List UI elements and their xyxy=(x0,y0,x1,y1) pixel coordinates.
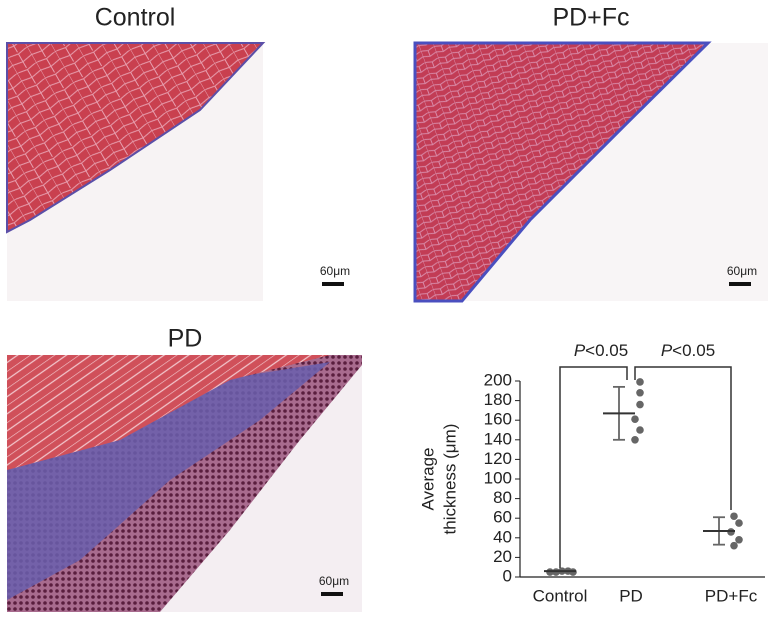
tissue xyxy=(413,41,712,303)
data-point xyxy=(730,541,738,550)
annotation: P<0.05 xyxy=(574,341,628,360)
data-point xyxy=(631,415,639,424)
tissue xyxy=(7,355,330,470)
x-tick-label: PD+Fc xyxy=(705,586,758,605)
data-point xyxy=(735,519,743,527)
data-point xyxy=(735,535,743,544)
annotation-text: <0.05 xyxy=(672,341,715,360)
tissue xyxy=(6,42,266,234)
data-point xyxy=(636,388,644,397)
y-tick-label: 140 xyxy=(484,429,512,448)
panel-title: PD xyxy=(168,325,203,353)
panel-title: Control xyxy=(95,4,176,32)
data-point xyxy=(636,378,644,386)
annotation-italic: P xyxy=(661,341,673,360)
y-tick-label: 60 xyxy=(493,508,512,527)
panel-title: PD+Fc xyxy=(552,4,629,32)
y-axis-label: Average xyxy=(418,447,437,510)
data-point xyxy=(636,426,644,434)
data-point xyxy=(730,512,738,521)
y-tick-label: 20 xyxy=(493,547,512,566)
bracket xyxy=(634,366,732,510)
y-tick-label: 40 xyxy=(493,527,512,546)
x-tick-label: PD xyxy=(619,586,643,605)
annotation-italic: P xyxy=(574,341,586,360)
scale-bar xyxy=(322,282,344,286)
y-tick-label: 160 xyxy=(484,410,512,429)
y-tick-label: 120 xyxy=(484,449,512,468)
data-point xyxy=(636,400,644,409)
scale-label: 60μm xyxy=(727,264,757,278)
y-axis-label: thickness (μm) xyxy=(440,424,459,535)
y-tick-label: 0 xyxy=(503,566,512,585)
y-tick-label: 100 xyxy=(484,468,512,487)
y-tick-label: 80 xyxy=(493,488,512,507)
scale-label: 60μm xyxy=(320,264,350,278)
bracket xyxy=(559,366,628,568)
scale-bar xyxy=(321,592,343,596)
y-tick-label: 180 xyxy=(484,390,512,409)
annotation: P<0.05 xyxy=(661,341,715,360)
data-point xyxy=(631,436,639,444)
y-tick-label: 200 xyxy=(484,370,512,389)
scale-bar xyxy=(729,282,751,286)
scale-label: 60μm xyxy=(319,574,349,588)
annotation-text: <0.05 xyxy=(585,341,628,360)
x-tick-label: Control xyxy=(533,586,588,605)
